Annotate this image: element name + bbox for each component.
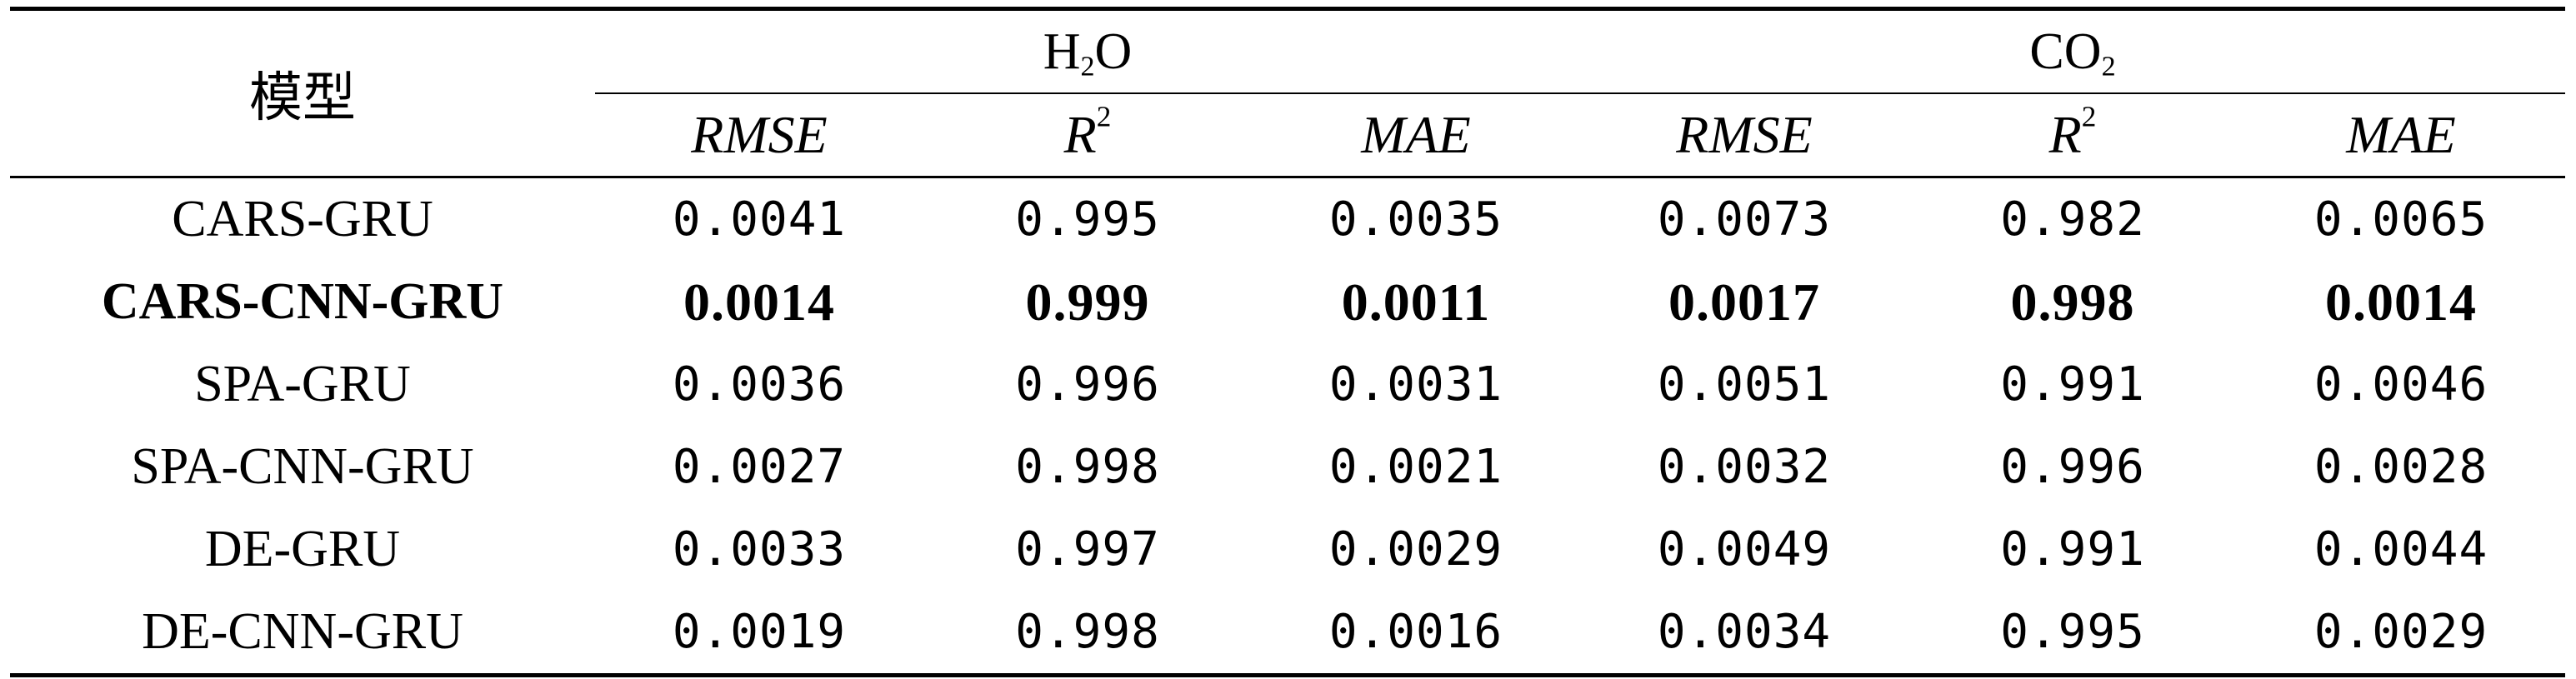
cell-value: 0.0065 [2313,192,2488,247]
model-comparison-table: 模型 H2O CO2 RMSE R2 MAE RMSE R2 MAE CARS-… [10,7,2566,677]
cell-value: 0.0011 [1341,272,1491,332]
cell-value: 0.0021 [1328,440,1503,494]
cell-value: 0.0029 [1328,522,1503,577]
metric-sup: 2 [1096,100,1112,133]
row-model-name: CARS-CNN-GRU [101,273,504,330]
cell-value: 0.0031 [1328,357,1503,412]
metric-sup: 2 [2081,100,2097,133]
cell-value: 0.982 [2000,192,2145,247]
row-model-name: CARS-GRU [172,191,433,247]
metric-label: R [2048,105,2082,164]
cell-value: 0.991 [2000,522,2145,577]
cell-value: 0.0016 [1252,591,1581,677]
cell-value: 0.999 [1025,272,1150,332]
cell-value: 0.0049 [1657,522,1832,577]
metric-header-co2-mae: MAE [2237,93,2566,178]
table-row: SPA-GRU 0.0036 0.996 0.0031 0.0051 0.991… [10,343,2565,426]
cell-value: 0.0073 [1657,192,1832,247]
table-row-highlighted: CARS-CNN-GRU 0.0014 0.999 0.0011 0.0017 … [10,261,2565,343]
table-row: DE-GRU 0.0033 0.997 0.0029 0.0049 0.991 … [10,508,2565,591]
metric-label: RMSE [1676,105,1813,164]
cell-value: 0.997 [1015,522,1160,577]
group-header-co2-sub: 2 [2101,51,2116,82]
group-header-h2o-tail: O [1094,22,1133,80]
cell-value: 0.0033 [672,522,847,577]
metric-header-h2o-r2: R2 [923,93,1252,178]
cell-value: 0.0029 [2237,591,2566,677]
row-model-name: SPA-CNN-GRU [131,438,474,495]
row-model-name: SPA-GRU [194,356,411,412]
header-row-groups: 模型 H2O CO2 [10,7,2566,178]
cell-value: 0.0032 [1657,440,1832,494]
table-row: SPA-CNN-GRU 0.0027 0.998 0.0021 0.0032 0… [10,426,2565,508]
metric-header-h2o-rmse: RMSE [595,93,923,178]
cell-value: 0.991 [2000,357,2145,412]
cell-value: 0.0027 [672,440,847,494]
cell-value: 0.995 [1015,192,1160,247]
cell-value: 0.0014 [2325,272,2478,332]
cell-value: 0.0028 [2313,440,2488,494]
metric-label: RMSE [691,105,828,164]
cell-value: 0.0014 [683,272,835,332]
metric-header-h2o-mae: MAE [1252,93,1581,178]
group-header-h2o-base: H [1043,22,1081,80]
cell-value: 0.0051 [1657,357,1832,412]
cell-value: 0.996 [2000,440,2145,494]
model-column-header: 模型 [10,7,595,178]
group-header-co2: CO2 [1580,7,2566,94]
cell-value: 0.0044 [2313,522,2488,577]
group-header-co2-base: CO [2029,22,2102,80]
cell-value: 0.0017 [1668,272,1821,332]
cell-value: 0.998 [2010,272,2135,332]
metric-header-co2-rmse: RMSE [1580,93,1909,178]
table-row: CARS-GRU 0.0041 0.995 0.0035 0.0073 0.98… [10,177,2565,262]
cell-value: 0.0046 [2313,357,2488,412]
row-model-name: DE-GRU [204,521,401,577]
cell-value: 0.996 [1015,357,1160,412]
header-row-metrics: RMSE R2 MAE RMSE R2 MAE [10,93,2566,178]
metric-header-co2-r2: R2 [1908,93,2238,178]
cell-value: 0.0019 [595,591,923,677]
cell-value: 0.995 [1908,591,2238,677]
cell-value: 0.998 [1015,440,1160,494]
cell-value: 0.0034 [1580,591,1909,677]
cell-value: 0.0035 [1328,192,1503,247]
metric-label: R [1063,105,1097,164]
metric-label: MAE [2346,105,2456,164]
group-header-h2o: H2O [595,7,1581,94]
row-model-name: DE-CNN-GRU [10,591,595,677]
metric-label: MAE [1361,105,1471,164]
cell-value: 0.998 [923,591,1252,677]
table-row: DE-CNN-GRU 0.0019 0.998 0.0016 0.0034 0.… [10,591,2566,677]
cell-value: 0.0041 [672,192,847,247]
group-header-h2o-sub: 2 [1080,51,1095,82]
cell-value: 0.0036 [672,357,847,412]
